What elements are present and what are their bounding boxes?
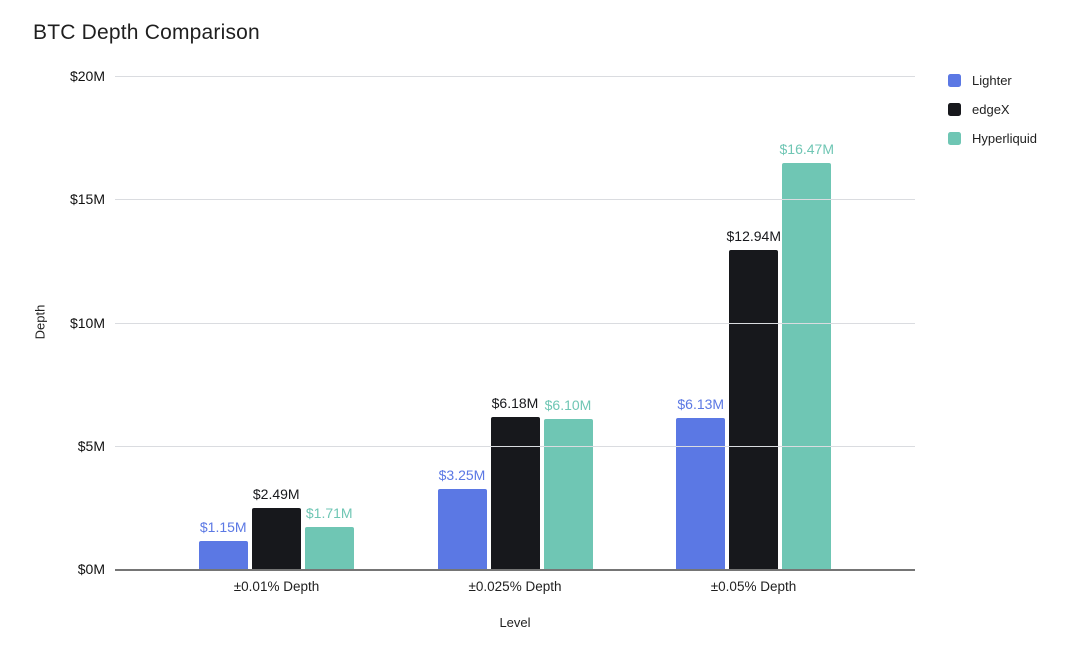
bar	[676, 418, 726, 569]
bar-value-label: $6.13M	[677, 396, 725, 412]
bar-wrap: $6.10M	[543, 397, 593, 569]
bar-group: $1.15M $2.49M $1.71M	[198, 486, 354, 569]
chart-title: BTC Depth Comparison	[33, 21, 260, 44]
bar-groups: $1.15M $2.49M $1.71M $3.25M $6.18M $6.10M $6.1…	[115, 76, 915, 569]
y-tick-label: $10M	[69, 315, 105, 331]
bar-value-label: $3.25M	[438, 467, 486, 483]
x-axis-title: Level	[499, 615, 531, 630]
gridline	[115, 199, 915, 200]
bar	[729, 250, 779, 569]
x-axis-category-labels: ±0.01% Depth ±0.025% Depth ±0.05% Depth	[115, 579, 915, 594]
bar-group: $3.25M $6.18M $6.10M	[437, 395, 593, 569]
gridline	[115, 446, 915, 447]
bar	[304, 527, 354, 569]
bar	[543, 419, 593, 569]
y-tick-label: $15M	[69, 191, 105, 207]
legend-label: Lighter	[972, 73, 1012, 88]
bar-wrap: $12.94M	[726, 228, 781, 569]
gridline	[115, 76, 915, 77]
hyperliquid-swatch-icon	[948, 132, 961, 145]
bar-value-label: $16.47M	[779, 141, 834, 157]
bar-wrap: $3.25M	[437, 467, 487, 569]
legend: Lighter edgeX Hyperliquid	[948, 66, 1037, 153]
bar	[251, 508, 301, 569]
bar-value-label: $1.71M	[305, 505, 353, 521]
legend-label: Hyperliquid	[972, 131, 1038, 146]
plot-area: $1.15M $2.49M $1.71M $3.25M $6.18M $6.10M $6.1…	[70, 68, 915, 577]
category-label: ±0.025% Depth	[468, 579, 562, 594]
category-label: ±0.01% Depth	[233, 579, 320, 594]
legend-item-hyperliquid: Hyperliquid	[948, 124, 1037, 153]
bar-value-label: $6.18M	[491, 395, 539, 411]
x-axis-line	[115, 569, 915, 571]
bar	[437, 489, 487, 569]
y-tick-label: $0M	[77, 561, 105, 577]
y-tick-label: $20M	[69, 68, 105, 84]
category-label: ±0.05% Depth	[710, 579, 797, 594]
lighter-swatch-icon	[948, 74, 961, 87]
y-tick-label: $5M	[77, 438, 105, 454]
bar-wrap: $2.49M	[251, 486, 301, 569]
bar	[782, 163, 832, 569]
bar	[490, 417, 540, 569]
bar-wrap: $6.18M	[490, 395, 540, 569]
bar-wrap: $16.47M	[779, 141, 834, 569]
bar-value-label: $6.10M	[544, 397, 592, 413]
bar-wrap: $1.71M	[304, 505, 354, 569]
bar	[198, 541, 248, 569]
bar-value-label: $1.15M	[199, 519, 247, 535]
bar-group: $6.13M $12.94M $16.47M	[676, 141, 834, 569]
bar-wrap: $1.15M	[198, 519, 248, 569]
bar-value-label: $12.94M	[726, 228, 781, 244]
legend-item-lighter: Lighter	[948, 66, 1037, 95]
bar-wrap: $6.13M	[676, 396, 726, 569]
gridline	[115, 323, 915, 324]
bar-value-label: $2.49M	[252, 486, 300, 502]
edgex-swatch-icon	[948, 103, 961, 116]
legend-item-edgex: edgeX	[948, 95, 1037, 124]
legend-label: edgeX	[972, 102, 1010, 117]
